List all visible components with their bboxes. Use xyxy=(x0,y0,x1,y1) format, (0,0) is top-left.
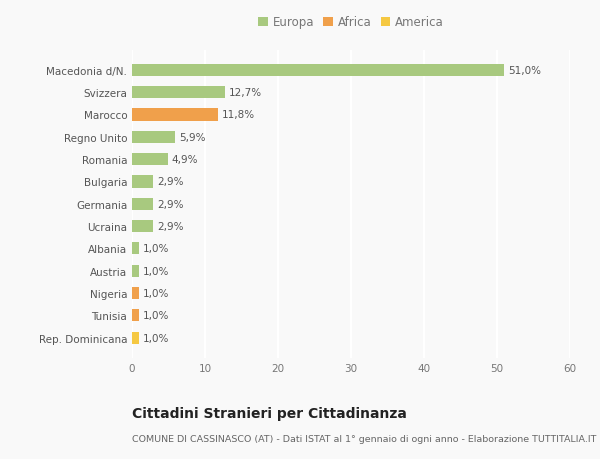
Bar xyxy=(132,198,153,210)
Text: 12,7%: 12,7% xyxy=(229,88,262,98)
Text: 5,9%: 5,9% xyxy=(179,133,205,142)
Bar xyxy=(132,131,175,144)
Legend: Europa, Africa, America: Europa, Africa, America xyxy=(259,17,443,29)
Text: 4,9%: 4,9% xyxy=(172,155,198,165)
Text: Cittadini Stranieri per Cittadinanza: Cittadini Stranieri per Cittadinanza xyxy=(132,406,407,420)
Text: 1,0%: 1,0% xyxy=(143,311,169,321)
Text: 51,0%: 51,0% xyxy=(508,66,541,76)
Bar xyxy=(132,332,139,344)
Bar xyxy=(132,176,153,188)
Bar xyxy=(132,109,218,121)
Text: 1,0%: 1,0% xyxy=(143,288,169,298)
Text: 2,9%: 2,9% xyxy=(157,222,184,231)
Text: 1,0%: 1,0% xyxy=(143,244,169,254)
Bar xyxy=(132,287,139,299)
Text: 1,0%: 1,0% xyxy=(143,266,169,276)
Text: 2,9%: 2,9% xyxy=(157,199,184,209)
Text: 2,9%: 2,9% xyxy=(157,177,184,187)
Bar xyxy=(132,87,225,99)
Bar xyxy=(132,220,153,233)
Bar xyxy=(132,309,139,322)
Text: 1,0%: 1,0% xyxy=(143,333,169,343)
Text: COMUNE DI CASSINASCO (AT) - Dati ISTAT al 1° gennaio di ogni anno - Elaborazione: COMUNE DI CASSINASCO (AT) - Dati ISTAT a… xyxy=(132,434,596,443)
Text: 11,8%: 11,8% xyxy=(222,110,255,120)
Bar xyxy=(132,265,139,277)
Bar xyxy=(132,154,168,166)
Bar xyxy=(132,243,139,255)
Bar xyxy=(132,64,504,77)
